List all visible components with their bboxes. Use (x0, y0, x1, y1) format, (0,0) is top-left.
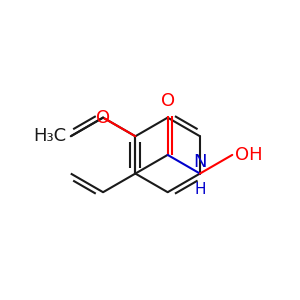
Text: OH: OH (235, 146, 263, 164)
Text: H₃C: H₃C (34, 127, 67, 145)
Text: N: N (193, 153, 207, 171)
Text: O: O (96, 109, 110, 127)
Text: H: H (194, 182, 206, 197)
Text: O: O (160, 92, 175, 110)
